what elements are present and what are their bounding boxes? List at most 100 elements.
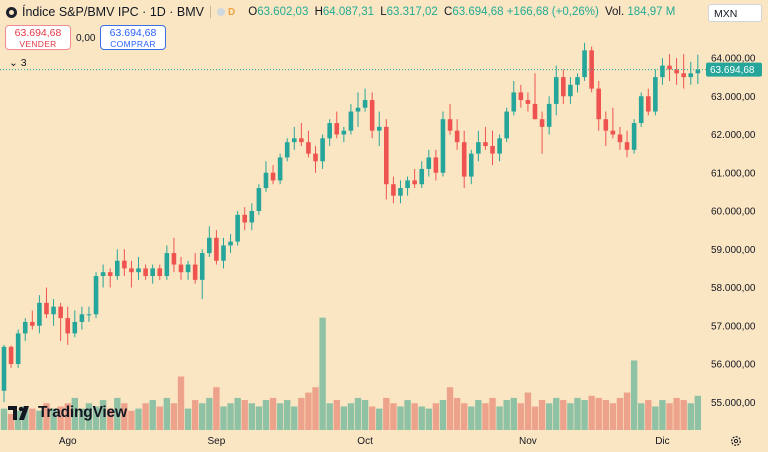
candle [107, 268, 113, 288]
volume-bar [666, 403, 673, 430]
candle [270, 165, 276, 185]
volume-bar [128, 410, 135, 430]
volume-bar [545, 403, 553, 430]
x-tick-label: Sep [208, 436, 226, 447]
volume-bar [191, 400, 199, 430]
candle-body [313, 153, 318, 162]
settings-gear-icon[interactable] [730, 435, 742, 447]
volume-bar [468, 406, 475, 430]
candle-body [306, 142, 311, 154]
volume-bar [411, 403, 418, 430]
volume-bar [694, 395, 702, 430]
candle-body [490, 145, 495, 154]
studies-toggle[interactable]: ⌄ 3 [9, 57, 27, 69]
candle-body [454, 130, 460, 143]
volume-bar [446, 387, 454, 430]
volume-bar [630, 360, 638, 430]
volume-bar [432, 403, 440, 430]
candle-body [277, 157, 283, 181]
candle [490, 130, 495, 166]
candle-body [136, 268, 141, 273]
high-value: 64.087,31 [322, 6, 375, 18]
volume-bar [319, 317, 326, 430]
volume-bar [227, 403, 234, 430]
change-value: +166,68 (+0,26%) [506, 6, 599, 18]
low-value: 63.317,02 [386, 6, 438, 18]
candle-body [355, 107, 361, 112]
candle-body [596, 88, 602, 120]
ohlc-readout: O63.602,03 H64.087,31 L63.317,02 C63.694… [245, 6, 675, 18]
volume-bar [43, 403, 50, 430]
volume-bar [71, 397, 78, 430]
volume-bar [50, 408, 57, 430]
candle [44, 287, 49, 319]
candle-body [93, 276, 99, 315]
candle [426, 149, 432, 177]
buy-button[interactable]: 63.694,68 COMPRAR [100, 25, 166, 50]
candle-body [426, 157, 432, 169]
candle [157, 264, 163, 280]
candle [284, 138, 290, 162]
candle-body [660, 65, 665, 78]
candle-body [157, 268, 163, 277]
candle-body [221, 245, 226, 261]
volume-bar [149, 400, 156, 430]
y-tick-label: 59.000,00 [711, 245, 756, 256]
volume-bar [588, 395, 595, 430]
tradingview-logo[interactable]: TradingView [8, 404, 127, 422]
y-tick-label: 58.000,00 [711, 283, 756, 294]
candle [221, 237, 226, 269]
candle [603, 111, 609, 146]
candle-body [22, 321, 28, 334]
volume-bar [92, 406, 100, 430]
volume-bar [99, 400, 107, 430]
candle-body [638, 96, 644, 124]
candle [277, 153, 283, 185]
volume-bar [390, 403, 397, 430]
candle-body [263, 172, 269, 189]
candle [575, 73, 580, 93]
candle [178, 256, 184, 280]
volume-key: Vol. [605, 6, 625, 18]
currency-selector[interactable]: MXN [708, 4, 762, 22]
tradingview-logo-text: TradingView [38, 404, 127, 421]
symbol-title[interactable]: Índice S&P/BMV IPC · 1D · BMV [22, 5, 204, 19]
candle-body [511, 92, 517, 112]
candle [631, 119, 637, 154]
candle [114, 249, 120, 280]
volume-bar [560, 400, 567, 430]
volume-bar [135, 408, 142, 430]
candle [30, 310, 35, 330]
volume-bar [425, 408, 432, 430]
candle-body [214, 237, 219, 261]
candle-body [674, 69, 679, 74]
data-flag: D [228, 6, 236, 18]
market-status-icon [217, 8, 225, 16]
candle [122, 249, 127, 277]
candle-body [653, 77, 658, 112]
volume-bar [177, 376, 185, 430]
close-value: 63.694,68 [452, 6, 504, 18]
candle [320, 134, 325, 169]
indicator-status[interactable]: D [217, 7, 235, 18]
candle [610, 107, 616, 139]
volume-bar [340, 406, 348, 430]
volume-bar [531, 406, 539, 430]
tradingview-logo-icon [8, 406, 29, 420]
volume-bar [114, 397, 121, 430]
candle-body [603, 119, 609, 131]
volume-bar [602, 400, 609, 430]
sell-button[interactable]: 63.694,68 VENDER [5, 25, 71, 50]
volume-bar [581, 400, 588, 430]
candle [461, 130, 467, 189]
y-tick-label: 56.000,00 [711, 360, 756, 371]
exchange-logo-icon [6, 6, 17, 18]
candle-body [65, 318, 71, 334]
volume-bars [0, 317, 702, 430]
candle-body [348, 111, 354, 131]
volume-bar [347, 403, 355, 430]
candle-body [8, 346, 14, 364]
candle-body [79, 314, 85, 322]
candle-body [185, 264, 191, 273]
